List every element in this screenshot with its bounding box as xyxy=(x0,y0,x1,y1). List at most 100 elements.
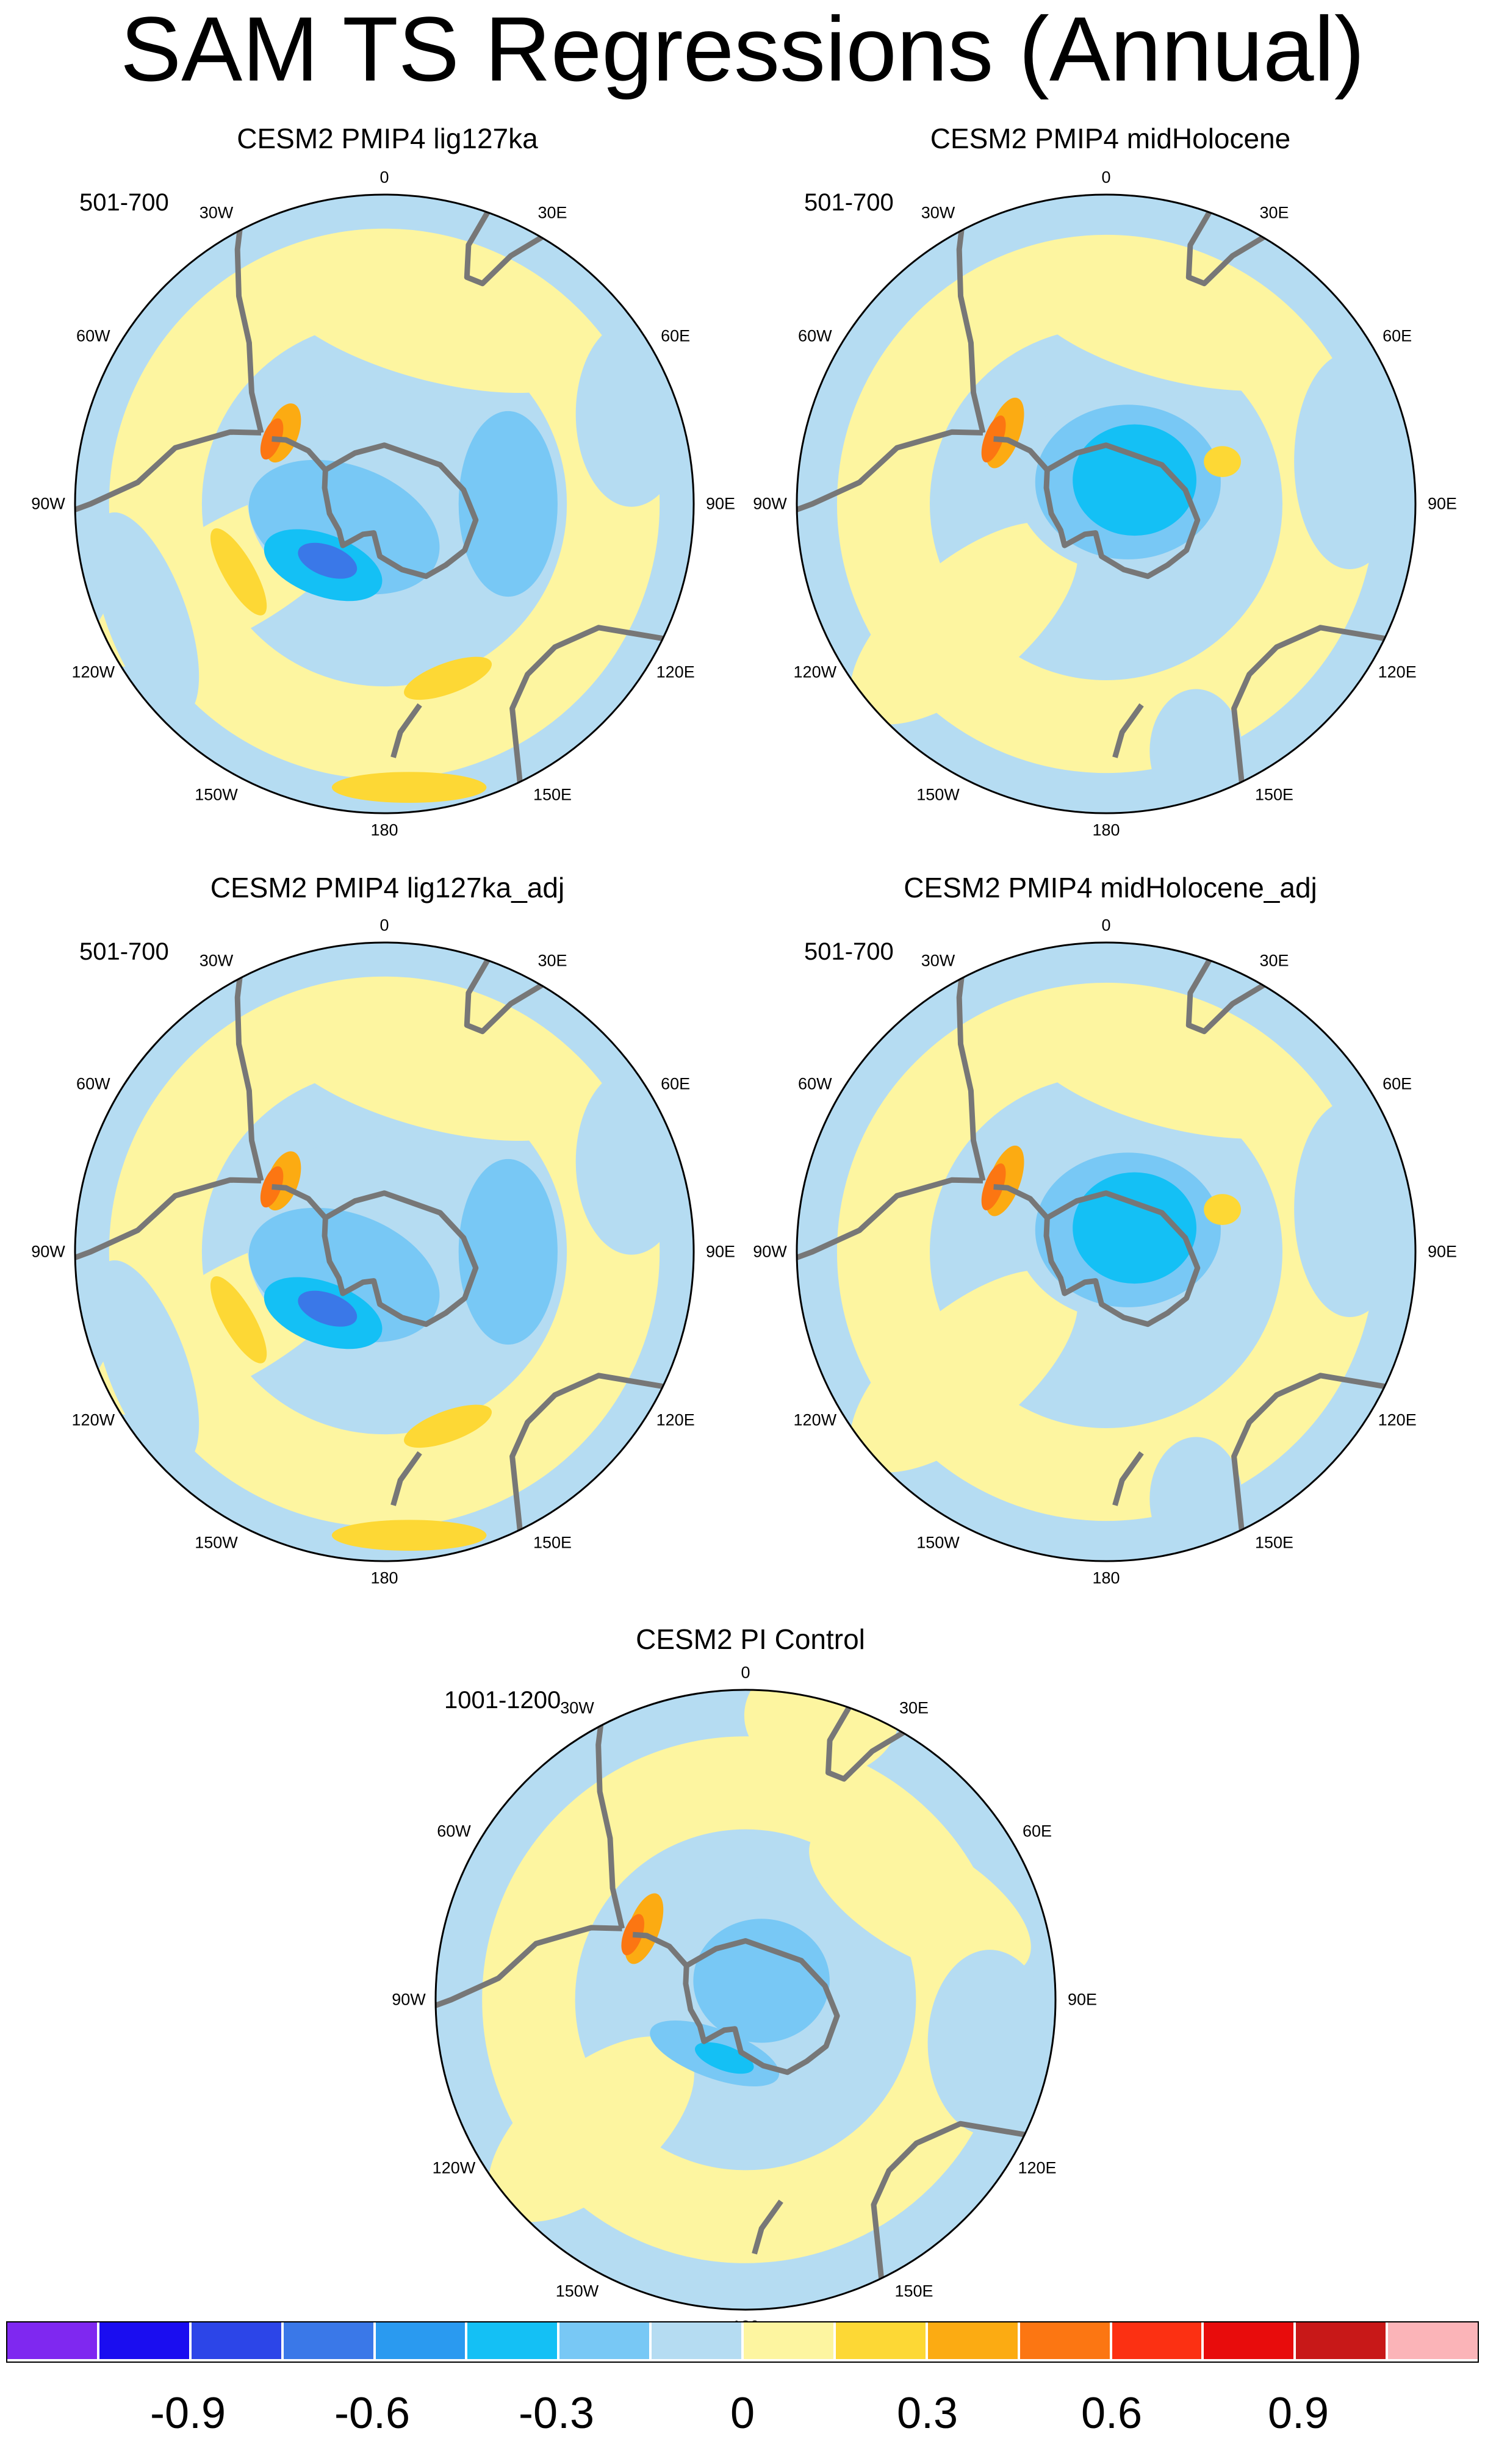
period-label: 501-700 xyxy=(79,189,169,216)
positive-region xyxy=(331,772,487,803)
colorbar-label: -0.3 xyxy=(518,2389,595,2438)
colorbar-swatch xyxy=(466,2321,559,2360)
colorbar-swatch xyxy=(743,2321,835,2360)
positive-region xyxy=(331,1520,487,1551)
longitude-label: 120W xyxy=(793,1410,837,1429)
longitude-label: 150E xyxy=(1254,785,1294,804)
colorbar-swatch xyxy=(1295,2321,1387,2360)
longitude-label: 180 xyxy=(370,821,398,839)
colorbar-swatch xyxy=(650,2321,743,2360)
negative-region xyxy=(1073,424,1197,536)
longitude-label: 60E xyxy=(1023,1822,1052,1841)
positive-region xyxy=(809,1820,1031,1978)
period-label: 501-700 xyxy=(804,938,894,965)
negative-region xyxy=(298,1290,358,1327)
colorbar-label: 0.6 xyxy=(1080,2389,1143,2438)
negative-region xyxy=(575,1069,688,1255)
field-layer xyxy=(75,195,694,813)
negative-region xyxy=(458,1158,558,1345)
panel-title: CESM2 PMIP4 lig127ka xyxy=(237,123,538,154)
longitude-label: 60W xyxy=(798,1074,832,1093)
longitude-label: 150E xyxy=(1254,1533,1294,1552)
longitude-label: 60E xyxy=(661,1074,691,1093)
antarctica-outline xyxy=(1043,442,1201,580)
new-zealand-outline xyxy=(390,1451,422,1506)
positive-region xyxy=(268,244,599,393)
longitude-label: 0 xyxy=(1101,168,1111,187)
longitude-label: 120E xyxy=(656,663,695,681)
longitude-label: 30W xyxy=(921,951,955,970)
field-layer xyxy=(436,1690,1055,2310)
peninsula-outline xyxy=(993,436,1049,472)
period-label: 501-700 xyxy=(804,189,894,216)
longitude-label: 30W xyxy=(199,951,234,970)
positive-region xyxy=(850,1270,1078,1473)
antarctica-outline xyxy=(683,1938,840,2075)
antarctica-outline xyxy=(322,1190,479,1327)
positive-region xyxy=(210,1276,267,1363)
longitude-label: 0 xyxy=(379,916,389,935)
colorbar-swatch xyxy=(1203,2321,1295,2360)
polar-map xyxy=(74,941,695,1562)
longitude-label: 120W xyxy=(71,1410,115,1429)
longitude-label: 180 xyxy=(1092,1568,1120,1587)
negative-region xyxy=(93,1260,200,1466)
negative-region xyxy=(458,411,558,597)
longitude-label: 90E xyxy=(1427,1242,1458,1261)
negative-region xyxy=(1294,353,1406,570)
longitude-label: 30W xyxy=(199,203,234,222)
new-zealand-outline xyxy=(752,2199,783,2255)
panel-midholocene-adj: CESM2 PMIP4 midHolocene_adj 501-700 xyxy=(775,871,1446,1591)
longitude-label: 0 xyxy=(1101,916,1111,935)
longitude-label: 90E xyxy=(705,494,736,513)
panel-pi-control: CESM2 PI Control 1001-1200 xyxy=(415,1623,1086,2318)
australia-outline xyxy=(509,625,680,799)
colorbar-label: -0.6 xyxy=(334,2389,411,2438)
positive-region xyxy=(210,528,267,616)
longitude-label: 120W xyxy=(71,663,115,681)
polar-map xyxy=(796,941,1417,1562)
longitude-label: 120E xyxy=(1378,1410,1417,1429)
longitude-label: 90W xyxy=(392,1990,426,2009)
south-america-outline xyxy=(956,211,986,434)
peninsula-outline xyxy=(271,436,328,472)
longitude-label: 60E xyxy=(1383,1074,1412,1093)
panel-title: CESM2 PI Control xyxy=(636,1623,865,1655)
new-zealand-outline xyxy=(390,703,422,758)
longitude-label: 0 xyxy=(741,1663,750,1682)
map-boundary xyxy=(74,941,695,1562)
longitude-label: 90E xyxy=(705,1242,736,1261)
new-zealand-outline xyxy=(1112,703,1144,758)
positive-region xyxy=(981,1163,1006,1210)
field-layer xyxy=(797,943,1415,1561)
longitude-label: 150W xyxy=(916,785,960,804)
south-america-outline xyxy=(75,429,262,518)
longitude-label: 30E xyxy=(1259,951,1289,970)
positive-region xyxy=(260,418,284,460)
new-zealand-outline xyxy=(1112,1451,1144,1506)
longitude-label: 90E xyxy=(1067,1990,1098,2009)
africa-outline xyxy=(825,1692,920,1782)
longitude-label: 60W xyxy=(798,326,832,345)
panel-title: CESM2 PMIP4 lig127ka_adj xyxy=(210,872,565,903)
longitude-label: 30W xyxy=(560,1698,594,1717)
colorbar-label: 0 xyxy=(730,2389,755,2438)
africa-outline xyxy=(464,945,558,1035)
longitude-label: 120W xyxy=(432,2158,476,2177)
longitude-label: 150W xyxy=(195,785,238,804)
positive-region xyxy=(488,2036,694,2222)
south-america-outline xyxy=(797,1177,983,1266)
map-boundary xyxy=(796,193,1417,814)
panel-midholocene: CESM2 PMIP4 midHolocene 501-700 xyxy=(775,122,1446,842)
negative-region xyxy=(1073,1172,1197,1284)
polar-map xyxy=(74,193,695,814)
longitude-label: 120W xyxy=(793,663,837,681)
negative-region xyxy=(93,512,200,718)
positive-region xyxy=(744,1690,899,1778)
longitude-label: 60W xyxy=(76,326,110,345)
positive-region xyxy=(1204,1194,1241,1225)
panel-lig127ka-adj: CESM2 PMIP4 lig127ka_adj 501-700 xyxy=(52,871,723,1591)
longitude-label: 60W xyxy=(76,1074,110,1093)
longitude-label: 180 xyxy=(1092,821,1120,839)
longitude-label: 30W xyxy=(921,203,955,222)
